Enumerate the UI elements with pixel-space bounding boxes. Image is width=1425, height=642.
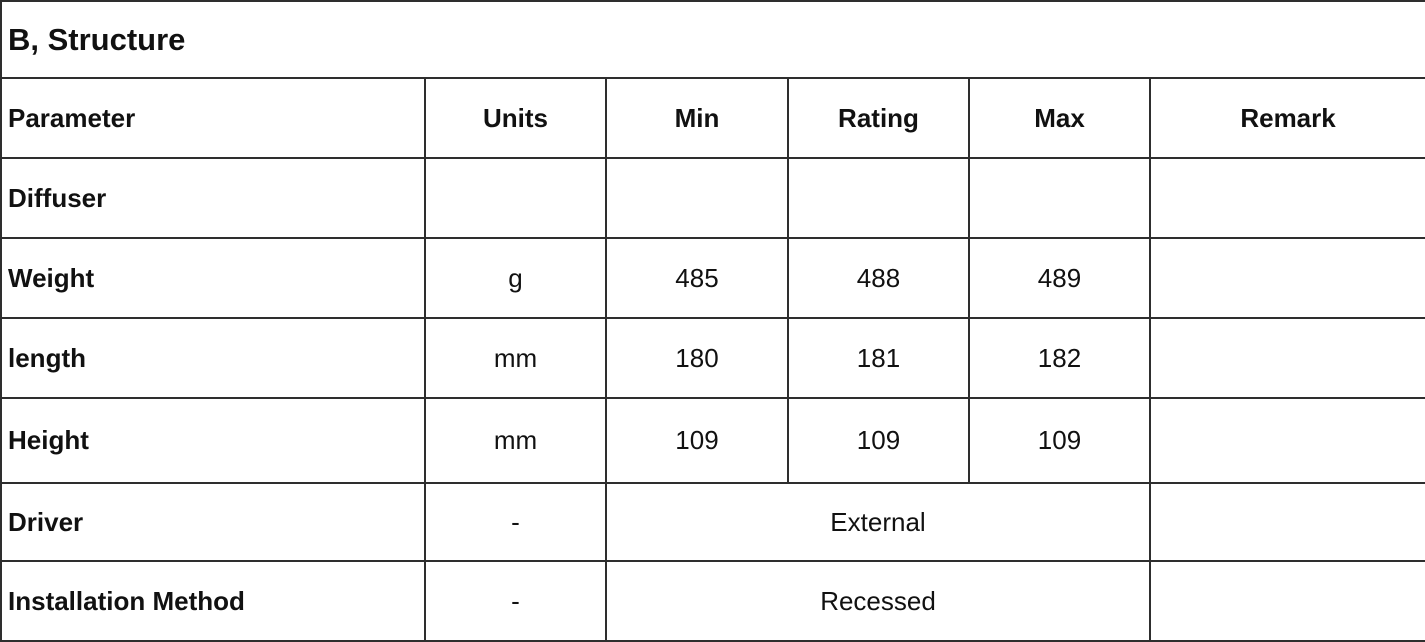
- cell-rating: 488: [787, 237, 970, 319]
- table-row: Installation Method - Recessed: [0, 560, 1425, 642]
- cell-min: 109: [605, 397, 789, 484]
- cell-rating: 181: [787, 317, 970, 399]
- cell-remark: [1148, 560, 1425, 642]
- cell-min: 180: [605, 317, 789, 399]
- cell-remark: [1148, 157, 1425, 239]
- cell-value: External: [605, 482, 1151, 562]
- section-title: B, Structure: [0, 0, 1425, 79]
- header-rating: Rating: [787, 77, 970, 159]
- cell-units: g: [424, 237, 607, 319]
- cell-parameter: Driver: [0, 482, 426, 562]
- cell-parameter: Height: [0, 397, 426, 484]
- cell-remark: [1148, 317, 1425, 399]
- cell-max: 109: [968, 397, 1151, 484]
- table-row: Driver - External: [0, 482, 1425, 562]
- cell-parameter: Installation Method: [0, 560, 426, 642]
- header-parameter: Parameter: [0, 77, 426, 159]
- cell-max: 182: [968, 317, 1151, 399]
- cell-units: [424, 157, 607, 239]
- header-remark: Remark: [1148, 77, 1425, 159]
- table-row: length mm 180 181 182: [0, 317, 1425, 399]
- cell-max: 489: [968, 237, 1151, 319]
- cell-min: 485: [605, 237, 789, 319]
- title-row: B, Structure: [0, 0, 1425, 79]
- header-row: Parameter Units Min Rating Max Remark: [0, 77, 1425, 159]
- cell-remark: [1148, 482, 1425, 562]
- cell-units: mm: [424, 397, 607, 484]
- cell-units: -: [424, 560, 607, 642]
- cell-parameter: Diffuser: [0, 157, 426, 239]
- header-max: Max: [968, 77, 1151, 159]
- table-row: Diffuser: [0, 157, 1425, 239]
- cell-max: [968, 157, 1151, 239]
- cell-rating: 109: [787, 397, 970, 484]
- cell-parameter: length: [0, 317, 426, 399]
- table-row: Height mm 109 109 109: [0, 397, 1425, 484]
- cell-remark: [1148, 397, 1425, 484]
- cell-value: Recessed: [605, 560, 1151, 642]
- table-row: Weight g 485 488 489: [0, 237, 1425, 319]
- cell-parameter: Weight: [0, 237, 426, 319]
- header-units: Units: [424, 77, 607, 159]
- cell-units: -: [424, 482, 607, 562]
- cell-remark: [1148, 237, 1425, 319]
- cell-rating: [787, 157, 970, 239]
- cell-units: mm: [424, 317, 607, 399]
- cell-min: [605, 157, 789, 239]
- header-min: Min: [605, 77, 789, 159]
